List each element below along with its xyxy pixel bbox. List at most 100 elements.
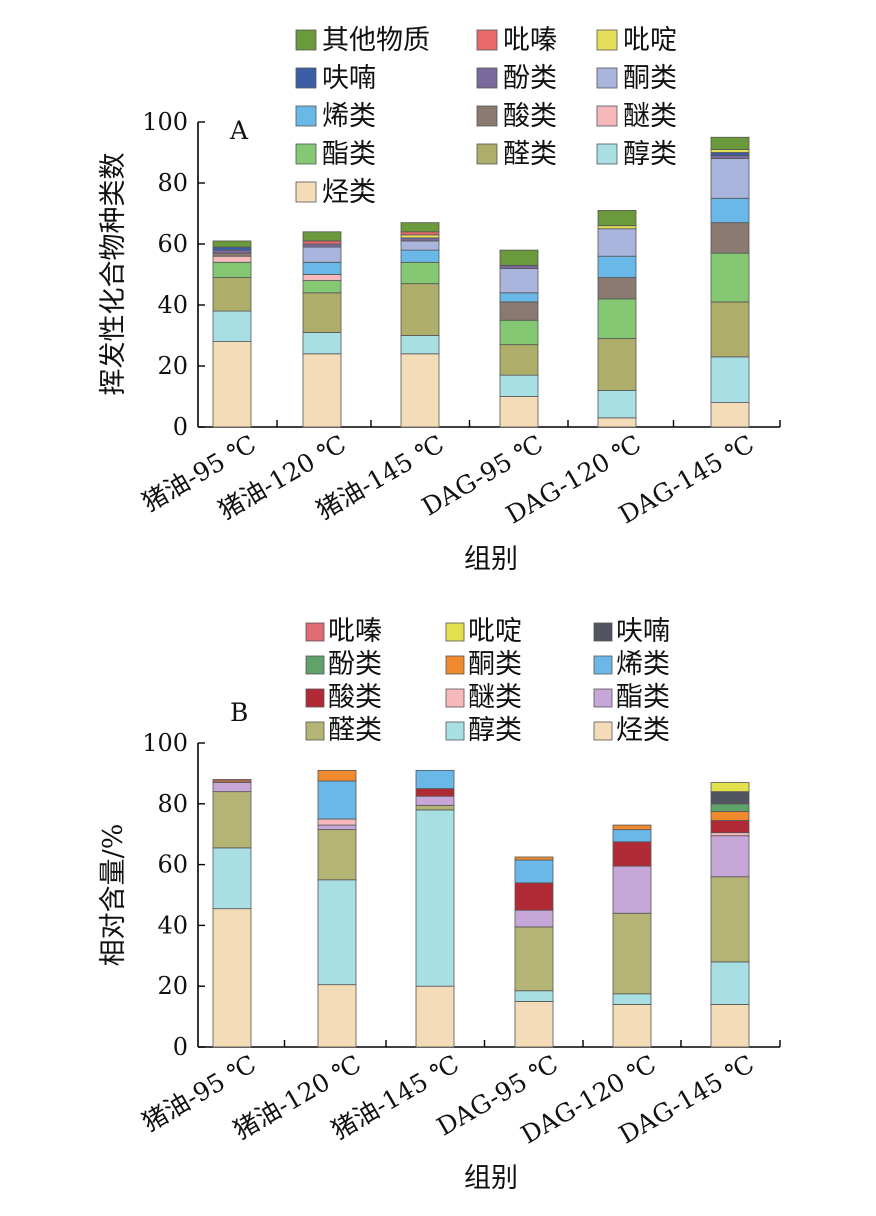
bar-segment — [514, 926, 554, 992]
bar-segment — [710, 402, 750, 428]
bar-segment — [317, 824, 357, 831]
legend-label: 酮类 — [623, 63, 677, 94]
bar-segment — [710, 791, 750, 805]
bar-segment — [499, 396, 539, 428]
bar-segment — [302, 243, 342, 248]
bar-segment — [400, 231, 440, 236]
legend-label: 酸类 — [328, 682, 382, 713]
bar-segment — [400, 234, 440, 239]
bar-segment — [597, 298, 637, 339]
legend-swatch — [476, 67, 498, 89]
panel-label: A — [229, 116, 249, 145]
legend-swatch — [596, 67, 618, 89]
bar-segment — [710, 876, 750, 963]
bar-segment — [514, 859, 554, 884]
bar-segment — [710, 149, 750, 153]
y-tick-label: 40 — [157, 911, 188, 939]
legend-swatch — [593, 655, 613, 675]
bar-segment — [212, 240, 252, 248]
bar-segment — [710, 158, 750, 199]
bar-segment — [317, 818, 357, 826]
legend-label: 醚类 — [623, 101, 677, 132]
legend-swatch — [295, 143, 317, 165]
y-tick-label: 0 — [173, 413, 188, 441]
bar-segment — [415, 769, 455, 789]
bar-segment — [317, 780, 357, 820]
legend-swatch — [445, 688, 465, 708]
bar-segment — [302, 246, 342, 263]
legend-swatch — [295, 29, 317, 51]
legend-swatch — [596, 105, 618, 127]
legend-label: 其他物质 — [322, 25, 430, 56]
bar-segment — [612, 829, 652, 843]
bar-segment — [499, 319, 539, 346]
bar-segment — [212, 908, 252, 1048]
bar-segment — [710, 197, 750, 224]
bar-segment — [415, 809, 455, 987]
bar-segment — [597, 210, 637, 227]
bar-segment — [400, 335, 440, 355]
bar-segment — [212, 779, 252, 782]
bar-segment — [710, 356, 750, 404]
bar-segment — [499, 301, 539, 321]
x-axis-title: 组别 — [464, 544, 518, 575]
bar-segment — [710, 301, 750, 358]
legend-swatch — [596, 29, 618, 51]
bar-segment — [514, 909, 554, 928]
bar-segment — [499, 264, 539, 269]
bar-segment — [710, 1004, 750, 1048]
bar-segment — [302, 274, 342, 281]
legend-swatch — [295, 105, 317, 127]
legend-label: 吡嗪 — [503, 25, 557, 56]
y-axis-title: 相对含量/% — [98, 824, 129, 967]
bar-segment — [710, 803, 750, 812]
bar-segment — [597, 277, 637, 300]
bar-segment — [612, 993, 652, 1005]
bar-segment — [499, 344, 539, 376]
bar-segment — [597, 228, 637, 257]
bar-segment — [400, 353, 440, 428]
bar-segment — [597, 417, 637, 428]
y-tick-label: 100 — [142, 108, 188, 136]
legend-label: 呋喃 — [322, 63, 376, 94]
bar-segment — [415, 788, 455, 797]
legend-label: 酯类 — [322, 139, 376, 170]
x-axis-title: 组别 — [464, 1163, 518, 1194]
y-tick-label: 40 — [157, 291, 188, 319]
bar-segment — [302, 332, 342, 355]
legend-label: 呋喃 — [616, 616, 670, 647]
y-tick-label: 20 — [157, 972, 188, 1000]
bar-segment — [710, 252, 750, 303]
bar-segment — [710, 835, 750, 878]
bar-segment — [710, 222, 750, 254]
y-tick-label: 80 — [157, 790, 188, 818]
legend-label: 酯类 — [616, 682, 670, 713]
legend-label: 吡啶 — [468, 616, 522, 647]
bar-segment — [400, 237, 440, 242]
legend-swatch — [295, 67, 317, 89]
bar-segment — [499, 249, 539, 266]
bar-segment — [514, 990, 554, 1002]
legend-label: 酸类 — [503, 101, 557, 132]
bar-segment — [400, 283, 440, 336]
bar-segment — [317, 984, 357, 1048]
bar-segment — [710, 820, 750, 834]
bar-segment — [499, 292, 539, 303]
legend-label: 酚类 — [328, 649, 382, 680]
bar-segment — [302, 292, 342, 333]
legend-label: 烃类 — [616, 715, 670, 746]
y-tick-label: 0 — [173, 1033, 188, 1061]
y-tick-label: 60 — [157, 230, 188, 258]
legend-label: 烯类 — [616, 649, 670, 680]
bar-segment — [212, 246, 252, 251]
bar-segment — [212, 341, 252, 428]
y-tick-label: 60 — [157, 851, 188, 879]
legend-label: 醚类 — [468, 682, 522, 713]
y-tick-label: 100 — [142, 729, 188, 757]
bar-segment — [212, 255, 252, 263]
bar-segment — [597, 338, 637, 391]
legend-label: 酮类 — [468, 649, 522, 680]
bar-segment — [317, 829, 357, 881]
